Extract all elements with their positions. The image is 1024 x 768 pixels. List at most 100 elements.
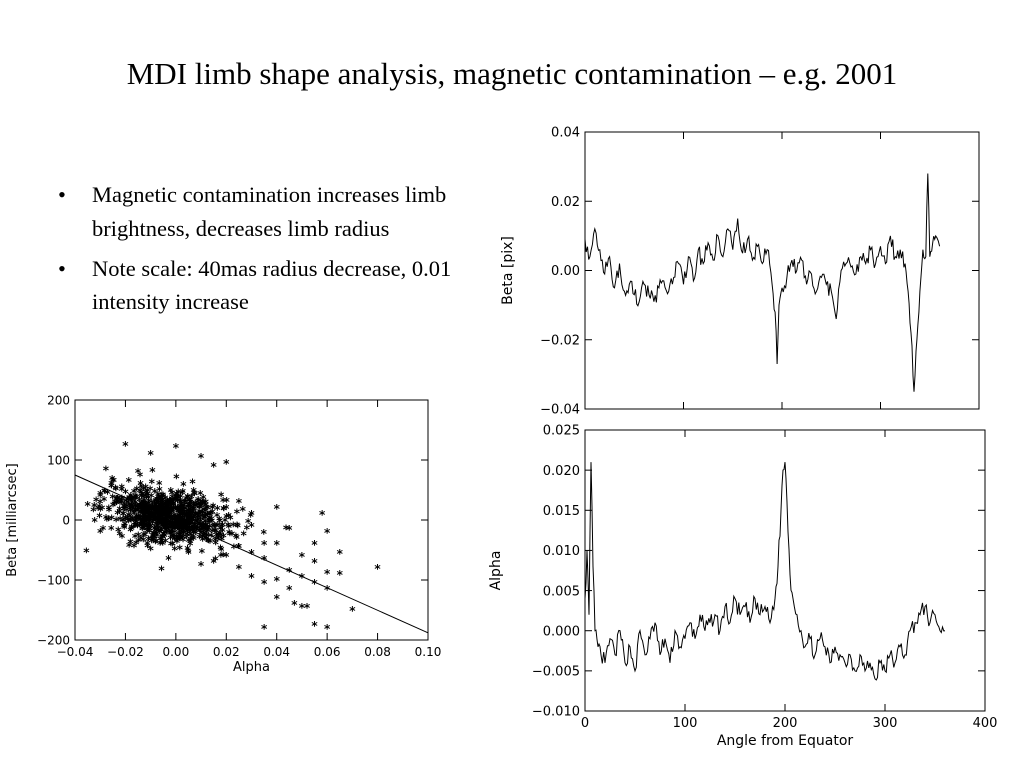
scatter-point: * [187,517,194,531]
scatter-point: * [172,516,179,530]
scatter-point: * [131,520,138,534]
scatter-point: * [159,495,166,509]
scatter-point: * [121,502,128,516]
scatter-point: * [146,520,153,534]
scatter-point: * [97,490,104,504]
scatter-point: * [156,516,163,530]
scatter-point: * [177,517,184,531]
scatter-point: * [195,494,202,508]
scatter-point: * [139,524,146,538]
scatter-point: * [162,502,169,516]
scatter-point: * [155,501,162,515]
scatter-point: * [311,577,318,591]
x-tick-label: −0.04 [57,645,94,659]
scatter-point: * [148,448,155,462]
y-tick-label: −0.02 [540,333,580,348]
scatter-point: * [119,531,126,545]
scatter-point: * [117,497,124,511]
scatter-point: * [144,520,151,534]
scatter-point: * [163,521,170,535]
scatter-point: * [149,496,156,510]
scatter-point: * [214,510,221,524]
scatter-point: * [223,502,230,516]
scatter-point: * [163,514,170,528]
y-tick-label: 0.020 [543,464,580,479]
scatter-point: * [146,495,153,509]
scatter-point: * [118,496,125,510]
scatter-point: * [157,500,164,514]
scatter-point: * [134,511,141,525]
scatter-point: * [181,518,188,532]
scatter-point: * [137,500,144,514]
scatter-point: * [137,501,144,515]
scatter-point: * [163,500,170,514]
scatter-point: * [146,500,153,514]
scatter-point: * [218,529,225,543]
scatter-point: * [116,504,123,518]
scatter-point: * [131,541,138,555]
scatter-point: * [155,512,162,526]
scatter-point: * [184,510,191,524]
scatter-point: * [185,500,192,514]
scatter-point: * [132,491,139,505]
scatter-point: * [245,516,252,530]
scatter-point: * [165,509,172,523]
scatter-point: * [184,531,191,545]
scatter-point: * [133,520,140,534]
scatter-point: * [170,499,177,513]
scatter-point: * [154,499,161,513]
scatter-point: * [174,489,181,503]
x-tick-label: 0.00 [162,645,189,659]
scatter-point: * [167,533,174,547]
scatter-point: * [140,506,147,520]
scatter-point: * [209,506,216,520]
scatter-point: * [124,494,131,508]
scatter-point: * [91,500,98,514]
scatter-point: * [157,509,164,523]
scatter-point: * [92,515,99,529]
scatter-point: * [173,518,180,532]
scatter-point: * [211,460,218,474]
scatter-point: * [202,532,209,546]
scatter-point: * [125,498,132,512]
scatter-point: * [149,476,156,490]
scatter-point: * [141,497,148,511]
scatter-point: * [198,501,205,515]
scatter-point: * [160,514,167,528]
scatter-point: * [148,510,155,524]
scatter-point: * [199,507,206,521]
scatter-point: * [147,509,154,523]
y-tick-label: −0.010 [532,705,580,720]
scatter-point: * [174,534,181,548]
scatter-point: * [324,622,331,636]
scatter-point: * [172,522,179,536]
scatter-point: * [149,465,156,479]
scatter-point: * [111,499,118,513]
scatter-point: * [166,495,173,509]
scatter-point: * [151,508,158,522]
scatter-point: * [174,534,181,548]
scatter-point: * [136,513,143,527]
scatter-point: * [192,515,199,529]
scatter-point: * [151,510,158,524]
scatter-point: * [203,500,210,514]
scatter-point: * [180,486,187,500]
scatter-point: * [156,522,163,536]
scatter-point: * [200,523,207,537]
scatter-point: * [186,512,193,526]
scatter-point: * [169,512,176,526]
x-tick-label: 0.08 [364,645,391,659]
scatter-point: * [140,501,147,515]
scatter-point: * [90,504,97,518]
scatter-point: * [112,497,119,511]
scatter-point: * [200,497,207,511]
scatter-point: * [181,497,188,511]
scatter-point: * [236,562,243,576]
scatter-point: * [126,540,133,554]
scatter-point: * [145,534,152,548]
scatter-point: * [102,485,109,499]
scatter-point: * [140,516,147,530]
scatter-point: * [168,522,175,536]
scatter-point: * [146,518,153,532]
y-tick-label: 0.010 [543,544,580,559]
